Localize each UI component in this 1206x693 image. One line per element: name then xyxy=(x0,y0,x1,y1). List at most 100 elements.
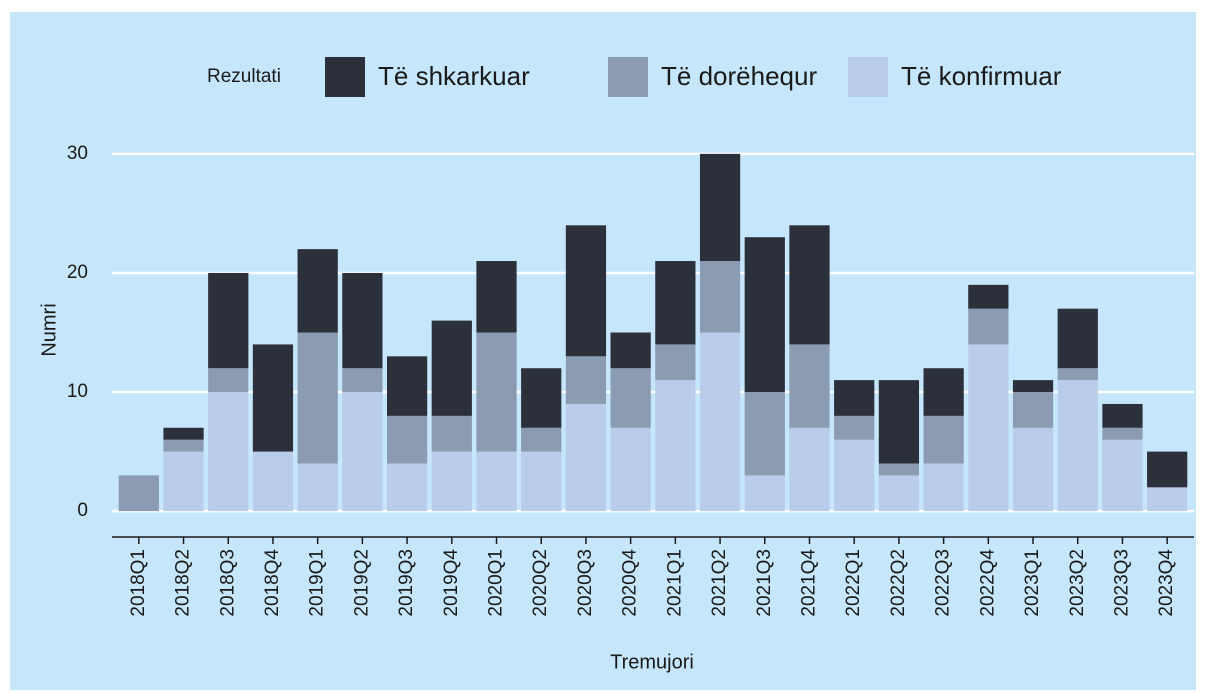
bar-segment xyxy=(744,392,785,476)
bar-segment xyxy=(1102,439,1143,512)
y-axis-title: Numri xyxy=(38,303,60,356)
legend-key xyxy=(848,57,888,97)
bar-segment xyxy=(431,415,472,452)
bar-segment xyxy=(476,451,517,512)
legend-label: Të dorëhequr xyxy=(661,61,817,91)
bar-segment xyxy=(968,344,1009,512)
x-tick-label: 2019Q3 xyxy=(396,549,417,617)
x-tick-label: 2022Q4 xyxy=(977,549,998,617)
bar-segment xyxy=(1057,380,1098,512)
x-tick-label: 2020Q2 xyxy=(530,549,551,617)
y-tick-label: 20 xyxy=(67,262,88,283)
bar-segment xyxy=(923,463,964,512)
x-tick-label: 2019Q2 xyxy=(351,549,372,617)
bar-segment xyxy=(1147,487,1188,512)
x-tick-label: 2020Q4 xyxy=(620,549,641,617)
x-tick-label: 2023Q4 xyxy=(1156,549,1177,617)
x-tick-label: 2020Q1 xyxy=(486,549,507,617)
bar-segment xyxy=(565,356,607,404)
x-tick-label: 2019Q4 xyxy=(441,549,462,617)
bar-segment xyxy=(655,261,696,345)
bar-segment xyxy=(789,344,830,428)
y-tick-label: 0 xyxy=(77,500,88,521)
x-tick-label: 2022Q2 xyxy=(888,549,909,617)
legend-key xyxy=(608,57,648,97)
y-tick-label: 10 xyxy=(67,381,88,402)
bar-segment xyxy=(208,392,249,512)
bar-segment xyxy=(834,415,875,440)
legend-label: Të konfirmuar xyxy=(901,61,1062,91)
x-tick-label: 2018Q2 xyxy=(173,549,194,617)
bar-segment xyxy=(431,320,472,416)
bar-segment xyxy=(699,332,741,512)
x-tick-label: 2018Q3 xyxy=(217,549,238,617)
bar-segment xyxy=(968,284,1009,309)
bar-segment xyxy=(655,380,696,512)
bar-segment xyxy=(610,427,651,512)
x-tick-label: 2021Q3 xyxy=(754,549,775,617)
bar-segment xyxy=(297,332,338,464)
bar-segment xyxy=(476,261,517,333)
x-tick-label: 2021Q2 xyxy=(709,549,730,617)
x-tick-label: 2023Q2 xyxy=(1067,549,1088,617)
legend-label: Të shkarkuar xyxy=(378,61,530,91)
bar-segment xyxy=(342,368,383,393)
bar-segment xyxy=(789,427,830,512)
x-tick-label: 2022Q1 xyxy=(843,549,864,617)
bar-segment xyxy=(252,344,294,452)
bar-segment xyxy=(1057,308,1098,369)
x-tick-label: 2019Q1 xyxy=(307,549,328,617)
bar-segment xyxy=(655,344,696,381)
bar-segment xyxy=(386,356,428,416)
bar-segment xyxy=(386,415,428,464)
bar-segment xyxy=(565,225,607,357)
x-axis-title: Tremujori xyxy=(610,651,694,673)
bar-segment xyxy=(610,368,651,428)
bar-segment xyxy=(521,427,562,452)
bar-segment xyxy=(476,332,517,452)
bar-segment xyxy=(1012,427,1054,512)
bar-segment xyxy=(163,439,204,452)
x-tick-label: 2021Q1 xyxy=(664,549,685,617)
bar-segment xyxy=(1102,427,1143,440)
x-tick-label: 2023Q3 xyxy=(1111,549,1132,617)
x-tick-label: 2021Q4 xyxy=(799,549,820,617)
bar-segment xyxy=(699,261,741,333)
bar-segment xyxy=(118,475,159,512)
bar-segment xyxy=(208,272,249,369)
bar-segment xyxy=(386,463,428,512)
bar-segment xyxy=(878,475,920,512)
bar-segment xyxy=(744,237,785,393)
bar-segment xyxy=(297,463,338,512)
bar-segment xyxy=(252,451,294,512)
bar-segment xyxy=(834,380,875,416)
bar-segment xyxy=(163,427,204,440)
bar-segment xyxy=(342,272,383,369)
x-tick-label: 2022Q3 xyxy=(933,549,954,617)
bar-segment xyxy=(923,415,964,464)
bar-segment xyxy=(834,439,875,512)
bar-segment xyxy=(521,451,562,512)
bar-segment xyxy=(1012,380,1054,393)
x-tick-label: 2018Q4 xyxy=(262,549,283,617)
bar-segment xyxy=(968,308,1009,345)
bar-segment xyxy=(297,249,338,333)
bar-segment xyxy=(1012,392,1054,428)
x-tick-label: 2023Q1 xyxy=(1022,549,1043,617)
bar-segment xyxy=(699,153,741,262)
bar-segment xyxy=(342,392,383,512)
bar-segment xyxy=(610,332,651,369)
bar-segment xyxy=(431,451,472,512)
x-tick-label: 2020Q3 xyxy=(575,549,596,617)
bar-segment xyxy=(1102,403,1143,428)
bar-segment xyxy=(208,368,249,393)
bar-segment xyxy=(789,225,830,345)
bar-segment xyxy=(521,368,562,428)
bar-segment xyxy=(1057,368,1098,381)
bar-segment xyxy=(1147,451,1188,488)
bar-segment xyxy=(878,463,920,476)
x-tick-label: 2018Q1 xyxy=(128,549,149,617)
y-tick-label: 30 xyxy=(67,143,88,164)
legend-title: Rezultati xyxy=(207,66,281,87)
